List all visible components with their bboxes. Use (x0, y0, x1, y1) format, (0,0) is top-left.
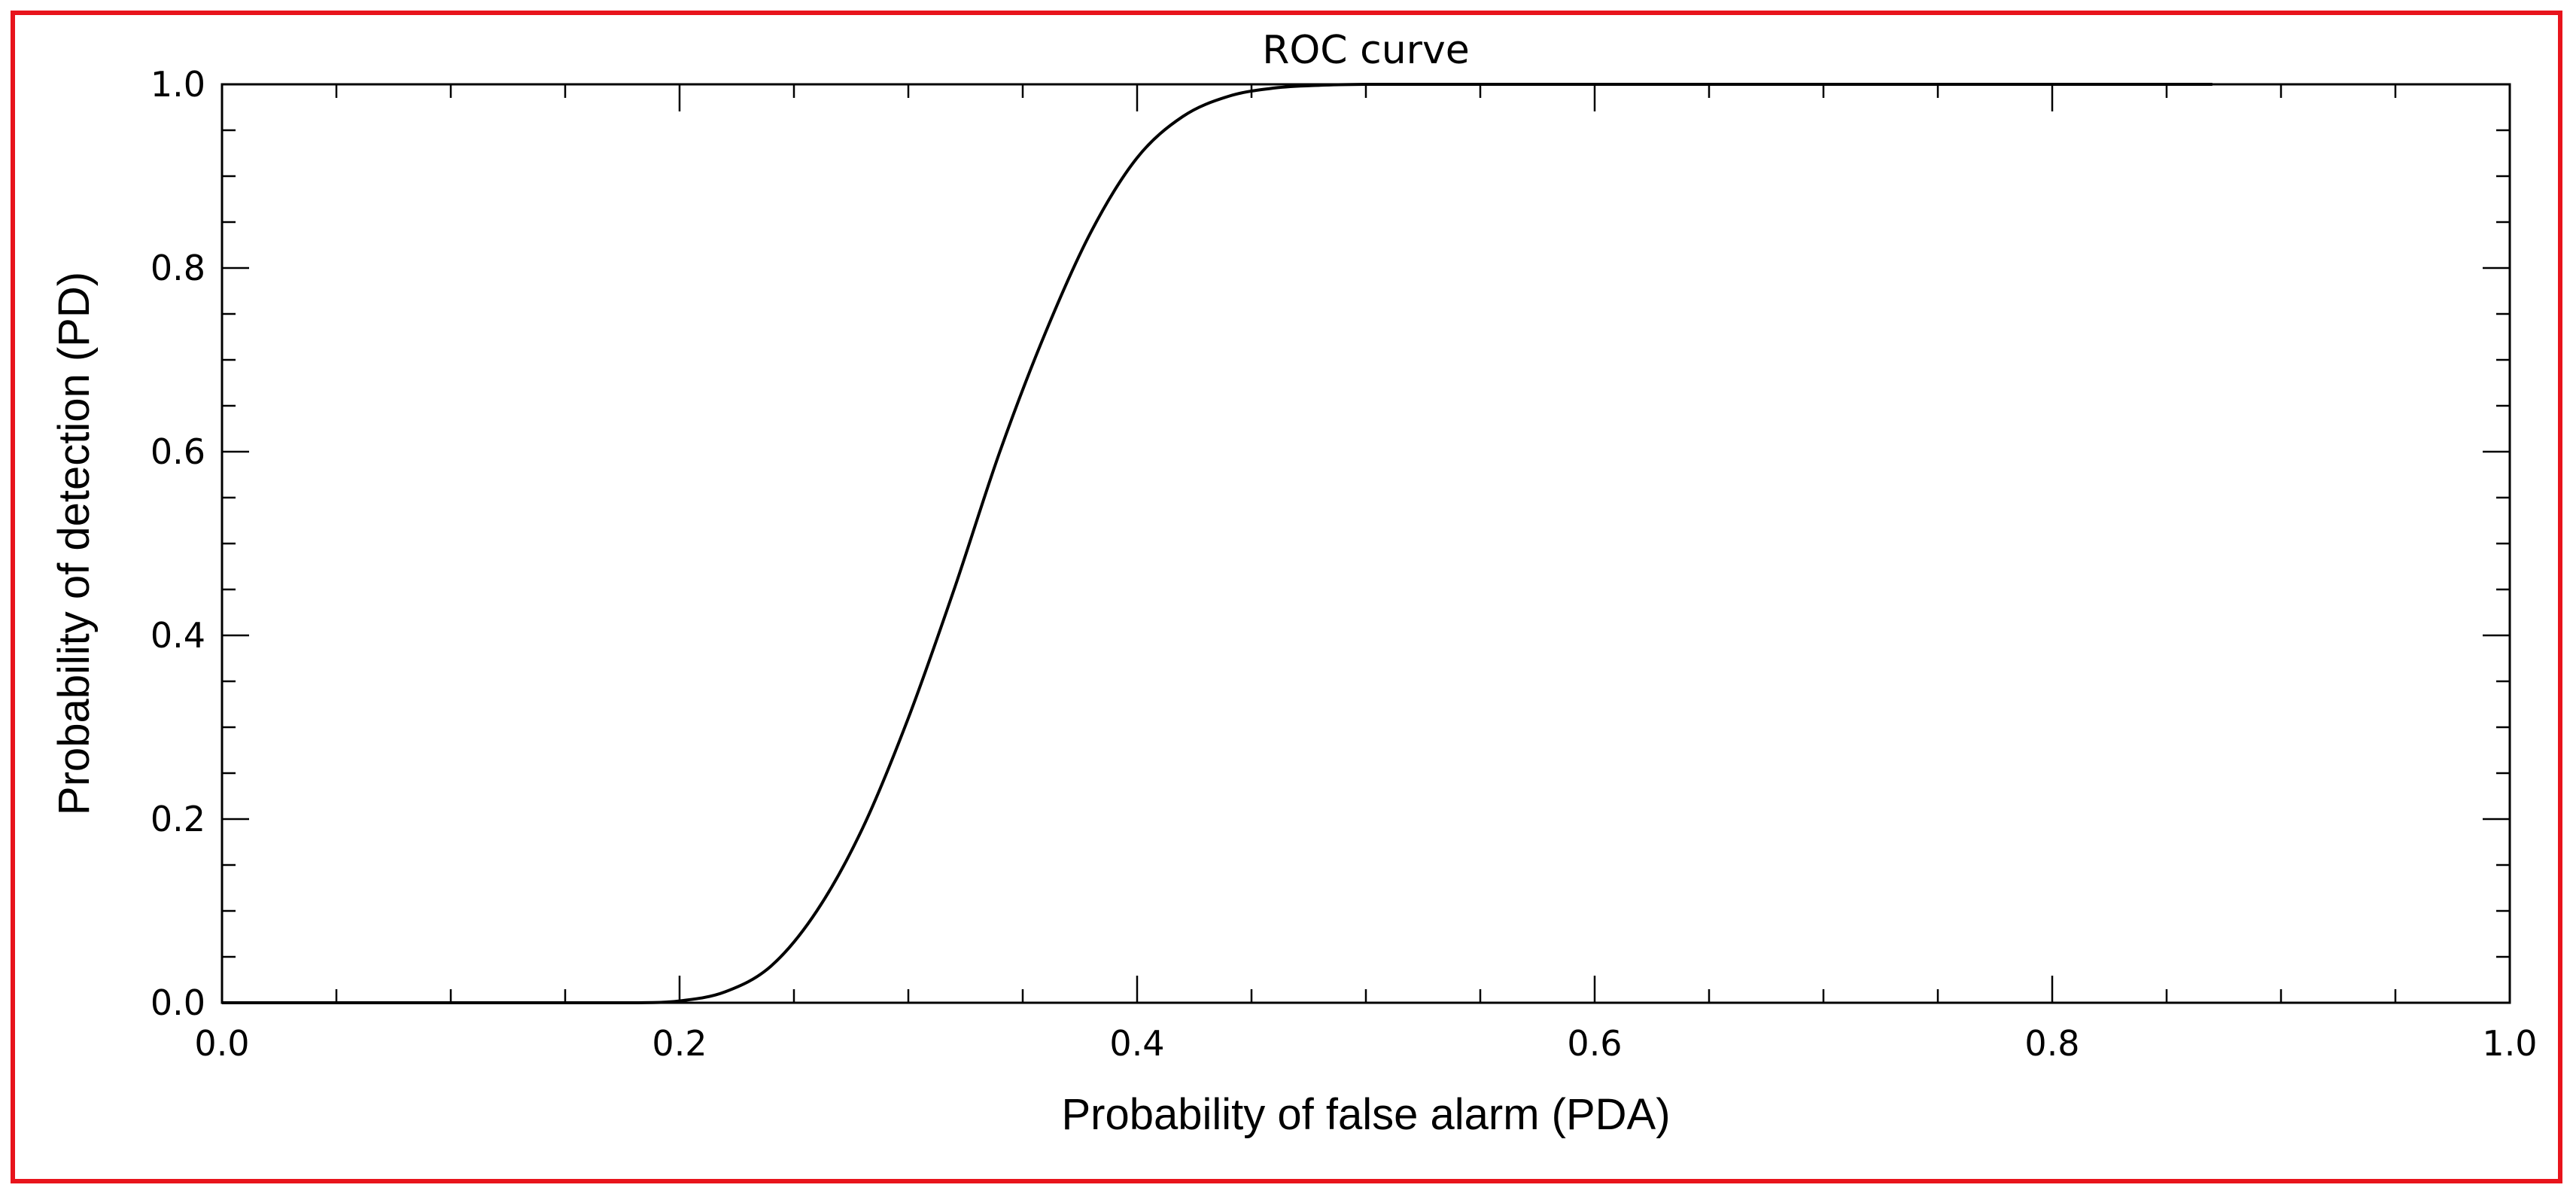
x-axis-title: Probability of false alarm (PDA) (1061, 1090, 1670, 1139)
x-tick-label: 1.0 (2482, 1023, 2537, 1064)
x-tick-label: 0.4 (1109, 1023, 1164, 1064)
y-tick-label: 0.6 (151, 431, 205, 472)
y-tick-label: 0.2 (151, 799, 205, 839)
plot-border (220, 83, 2511, 1004)
x-tick-label: 0.2 (652, 1023, 707, 1064)
y-tick-label: 1.0 (151, 64, 205, 105)
chart-title: ROC curve (1262, 28, 1470, 73)
y-tick-label: 0.8 (151, 248, 205, 288)
x-tick-label: 0.6 (1567, 1023, 1622, 1064)
y-tick-label: 0.4 (151, 615, 205, 656)
chart-frame (11, 11, 2562, 1183)
x-axis: 0.0 0.2 0.4 0.6 0.8 1.0 (194, 84, 2538, 1064)
y-axis-title: Probability of detection (PD) (50, 272, 99, 815)
y-axis: 0.0 0.2 0.4 0.6 0.8 1.0 (151, 64, 2510, 1023)
x-tick-label: 0.8 (2024, 1023, 2079, 1064)
y-tick-label: 0.0 (151, 982, 205, 1023)
x-tick-label: 0.0 (194, 1023, 249, 1064)
plot-area: 0.0 0.2 0.4 0.6 0.8 1.0 0.0 0.2 0.4 0.6 0.8 1.0 (151, 64, 2538, 1064)
roc-curve-line (221, 82, 2213, 1005)
